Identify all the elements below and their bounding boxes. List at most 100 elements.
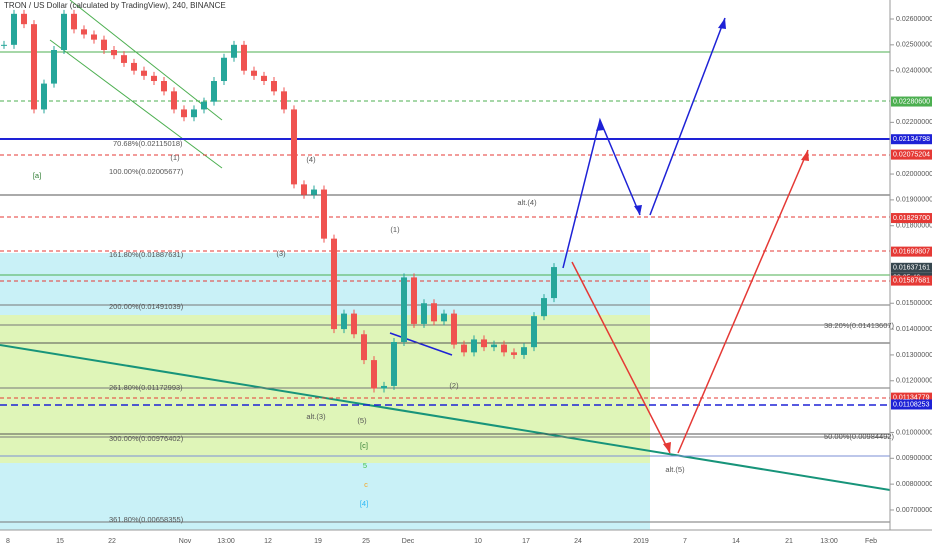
candle <box>431 303 437 322</box>
candle <box>61 13 67 51</box>
x-tick-label: 13:00 <box>820 538 838 545</box>
y-tick-label: 0.00900000 <box>896 455 932 462</box>
price-label-bg <box>891 399 932 410</box>
candle <box>481 339 487 348</box>
price-label: 0.01699807 <box>893 248 930 255</box>
fib-label: 300.00%(0.00976402) <box>109 434 184 443</box>
x-tick-label: 24 <box>574 538 582 545</box>
x-tick-label: 12 <box>264 538 272 545</box>
candle <box>291 109 297 185</box>
candle <box>41 83 47 110</box>
candle <box>541 298 547 317</box>
candle <box>451 313 457 345</box>
candle <box>381 385 387 389</box>
candle <box>371 360 377 389</box>
trend-line <box>389 332 453 356</box>
wave-label: [4] <box>360 499 368 508</box>
candle <box>301 184 307 195</box>
projection-arrow <box>562 117 641 269</box>
candle <box>231 44 237 58</box>
price-label-bg <box>891 96 932 107</box>
y-tick-label: 0.02200000 <box>896 119 932 126</box>
price-label: 0.01637161 <box>893 265 930 272</box>
wave-label: (5) <box>357 416 367 425</box>
candle <box>521 347 527 355</box>
price-label-bg <box>891 262 932 273</box>
price-label-bg <box>891 275 932 286</box>
candle <box>181 109 187 118</box>
x-tick-label: 17 <box>522 538 530 545</box>
wave-label: c <box>364 480 368 489</box>
candle <box>211 81 217 102</box>
y-tick-label: 0.01200000 <box>896 378 932 385</box>
zone-green <box>0 315 650 463</box>
price-label: 0.02075204 <box>893 151 930 158</box>
wave-label: alt.(4) <box>517 198 537 207</box>
fib-label: 100.00%(0.02005677) <box>109 167 184 176</box>
y-tick-label: 0.02400000 <box>896 68 932 75</box>
candle <box>261 75 267 82</box>
candle <box>361 334 367 361</box>
fib-label: 70.68%(0.02115018) <box>113 139 183 148</box>
candle <box>411 277 417 324</box>
y-tick-label: 0.01500000 <box>896 300 932 307</box>
candle <box>131 62 137 71</box>
candle <box>241 44 247 71</box>
wave-label: (2) <box>449 381 459 390</box>
wave-label: (1) <box>390 225 400 234</box>
candle <box>191 109 197 118</box>
channel-line <box>69 0 223 121</box>
price-label: 0.02280600 <box>893 98 930 105</box>
x-tick-label: 14 <box>732 538 740 545</box>
fib-label: 361.80%(0.00658355) <box>109 515 184 524</box>
x-tick-label: Dec <box>402 538 415 545</box>
wave-label: [c] <box>360 441 368 450</box>
wave-label: (3) <box>276 249 286 258</box>
y-tick-label: 0.02600000 <box>896 16 932 23</box>
candle <box>421 303 427 324</box>
candle <box>401 277 407 343</box>
levels <box>0 51 890 523</box>
candle <box>341 313 347 330</box>
candle <box>91 34 97 40</box>
candle <box>21 13 27 25</box>
price-label-bg <box>891 213 932 224</box>
projection-arrow <box>571 261 671 454</box>
price-label: 0.01108253 <box>893 401 930 408</box>
x-tick-label: Feb <box>865 538 877 545</box>
arrow-head <box>718 18 726 29</box>
candle <box>251 70 257 76</box>
fib-label: 261.80%(0.01172993) <box>109 383 183 392</box>
candle <box>471 339 477 353</box>
candle <box>141 70 147 76</box>
projection-arrow <box>677 149 809 454</box>
channel-line <box>49 39 223 169</box>
candle <box>501 344 507 353</box>
chart-title: TRON / US Dollar (calculated by TradingV… <box>4 1 226 10</box>
projection-arrow <box>649 17 726 216</box>
fib-label: 161.80%(0.01887631) <box>109 250 184 259</box>
price-label: 0.01134779 <box>893 394 930 401</box>
candle <box>491 344 497 348</box>
candle <box>281 91 287 110</box>
candle <box>1 44 7 46</box>
candle <box>531 316 537 348</box>
arrow-head <box>596 120 604 131</box>
candle <box>151 75 157 82</box>
y-tick-label: 0.01400000 <box>896 326 932 333</box>
arrow-head <box>663 442 671 453</box>
wave-label: alt.(5) <box>665 465 685 474</box>
y-tick-label: 0.01900000 <box>896 197 932 204</box>
candle <box>331 238 337 330</box>
candle <box>171 91 177 110</box>
y-tick-label: 0.00800000 <box>896 481 932 488</box>
price-label-bg <box>891 149 932 160</box>
y-tick-label: 0.01300000 <box>896 352 932 359</box>
candle <box>11 13 17 45</box>
x-tick-label: 8 <box>6 538 10 545</box>
x-tick-label: 22 <box>108 538 116 545</box>
fib-label: 38.20%(0.01413607) <box>824 321 895 330</box>
trend-line <box>0 344 891 491</box>
x-tick-label: 15 <box>56 538 64 545</box>
price-label-bg <box>891 392 932 403</box>
